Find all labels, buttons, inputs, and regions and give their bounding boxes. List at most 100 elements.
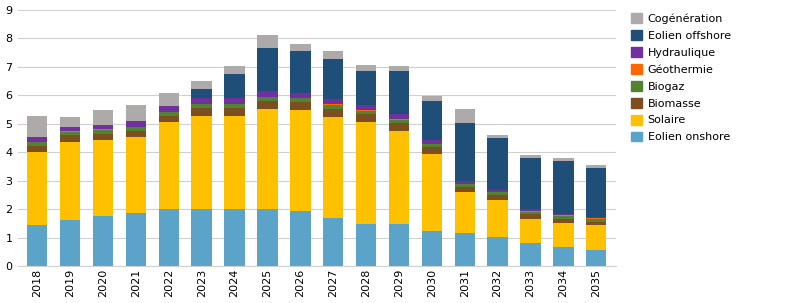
Bar bbox=[27, 137, 47, 142]
Bar bbox=[224, 209, 245, 266]
Bar bbox=[93, 215, 114, 266]
Bar bbox=[191, 98, 212, 104]
Bar bbox=[553, 215, 574, 216]
Bar bbox=[422, 96, 442, 101]
Bar bbox=[126, 137, 146, 213]
Bar bbox=[323, 218, 343, 266]
Bar bbox=[224, 66, 245, 74]
Bar bbox=[422, 231, 442, 266]
Bar bbox=[93, 129, 114, 130]
Bar bbox=[60, 117, 80, 127]
Bar bbox=[126, 127, 146, 131]
Bar bbox=[356, 114, 376, 122]
Bar bbox=[290, 110, 310, 211]
Bar bbox=[389, 224, 409, 266]
Bar bbox=[191, 82, 212, 89]
Bar bbox=[487, 135, 508, 138]
Bar bbox=[389, 123, 409, 132]
Bar bbox=[258, 97, 278, 101]
Bar bbox=[586, 165, 606, 168]
Bar bbox=[389, 72, 409, 114]
Bar bbox=[586, 225, 606, 250]
Bar bbox=[258, 91, 278, 97]
Bar bbox=[487, 237, 508, 266]
Bar bbox=[191, 116, 212, 209]
Bar bbox=[158, 209, 179, 266]
Bar bbox=[323, 99, 343, 104]
Bar bbox=[422, 101, 442, 141]
Bar bbox=[258, 209, 278, 266]
Bar bbox=[586, 219, 606, 222]
Bar bbox=[422, 145, 442, 147]
Bar bbox=[191, 89, 212, 98]
Bar bbox=[158, 112, 179, 116]
Bar bbox=[422, 154, 442, 231]
Bar bbox=[553, 161, 574, 214]
Bar bbox=[224, 104, 245, 108]
Bar bbox=[553, 219, 574, 223]
Bar bbox=[520, 215, 541, 219]
Bar bbox=[27, 146, 47, 152]
Bar bbox=[158, 122, 179, 209]
Bar bbox=[586, 168, 606, 217]
Bar bbox=[520, 211, 541, 215]
Bar bbox=[553, 247, 574, 266]
Bar bbox=[520, 209, 541, 211]
Bar bbox=[60, 132, 80, 135]
Bar bbox=[487, 195, 508, 200]
Bar bbox=[389, 66, 409, 72]
Bar bbox=[389, 120, 409, 123]
Bar bbox=[323, 59, 343, 99]
Bar bbox=[520, 158, 541, 209]
Bar bbox=[290, 211, 310, 266]
Bar bbox=[553, 216, 574, 219]
Bar bbox=[356, 224, 376, 266]
Bar bbox=[60, 142, 80, 220]
Bar bbox=[60, 220, 80, 266]
Bar bbox=[422, 141, 442, 144]
Bar bbox=[27, 225, 47, 266]
Bar bbox=[27, 152, 47, 225]
Bar bbox=[224, 98, 245, 104]
Bar bbox=[93, 125, 114, 129]
Bar bbox=[258, 109, 278, 209]
Bar bbox=[93, 134, 114, 140]
Bar bbox=[454, 192, 475, 234]
Bar bbox=[93, 140, 114, 215]
Bar bbox=[487, 200, 508, 237]
Bar bbox=[422, 147, 442, 154]
Bar bbox=[323, 105, 343, 108]
Bar bbox=[126, 121, 146, 127]
Bar bbox=[224, 74, 245, 98]
Bar bbox=[454, 181, 475, 184]
Bar bbox=[126, 131, 146, 137]
Bar bbox=[356, 122, 376, 224]
Bar bbox=[323, 51, 343, 59]
Bar bbox=[258, 35, 278, 48]
Bar bbox=[356, 111, 376, 114]
Bar bbox=[586, 250, 606, 266]
Bar bbox=[454, 109, 475, 123]
Bar bbox=[290, 52, 310, 93]
Bar bbox=[191, 104, 212, 108]
Bar bbox=[454, 123, 475, 181]
Bar bbox=[454, 234, 475, 266]
Bar bbox=[520, 243, 541, 266]
Bar bbox=[158, 93, 179, 106]
Bar bbox=[290, 44, 310, 52]
Bar bbox=[290, 102, 310, 110]
Bar bbox=[356, 110, 376, 111]
Bar bbox=[224, 116, 245, 209]
Bar bbox=[27, 116, 47, 137]
Bar bbox=[93, 110, 114, 125]
Bar bbox=[487, 192, 508, 195]
Bar bbox=[586, 218, 606, 219]
Bar bbox=[356, 65, 376, 71]
Bar bbox=[290, 93, 310, 98]
Bar bbox=[553, 214, 574, 215]
Bar bbox=[323, 117, 343, 218]
Bar bbox=[389, 132, 409, 224]
Bar bbox=[60, 131, 80, 132]
Bar bbox=[191, 108, 212, 116]
Bar bbox=[158, 106, 179, 112]
